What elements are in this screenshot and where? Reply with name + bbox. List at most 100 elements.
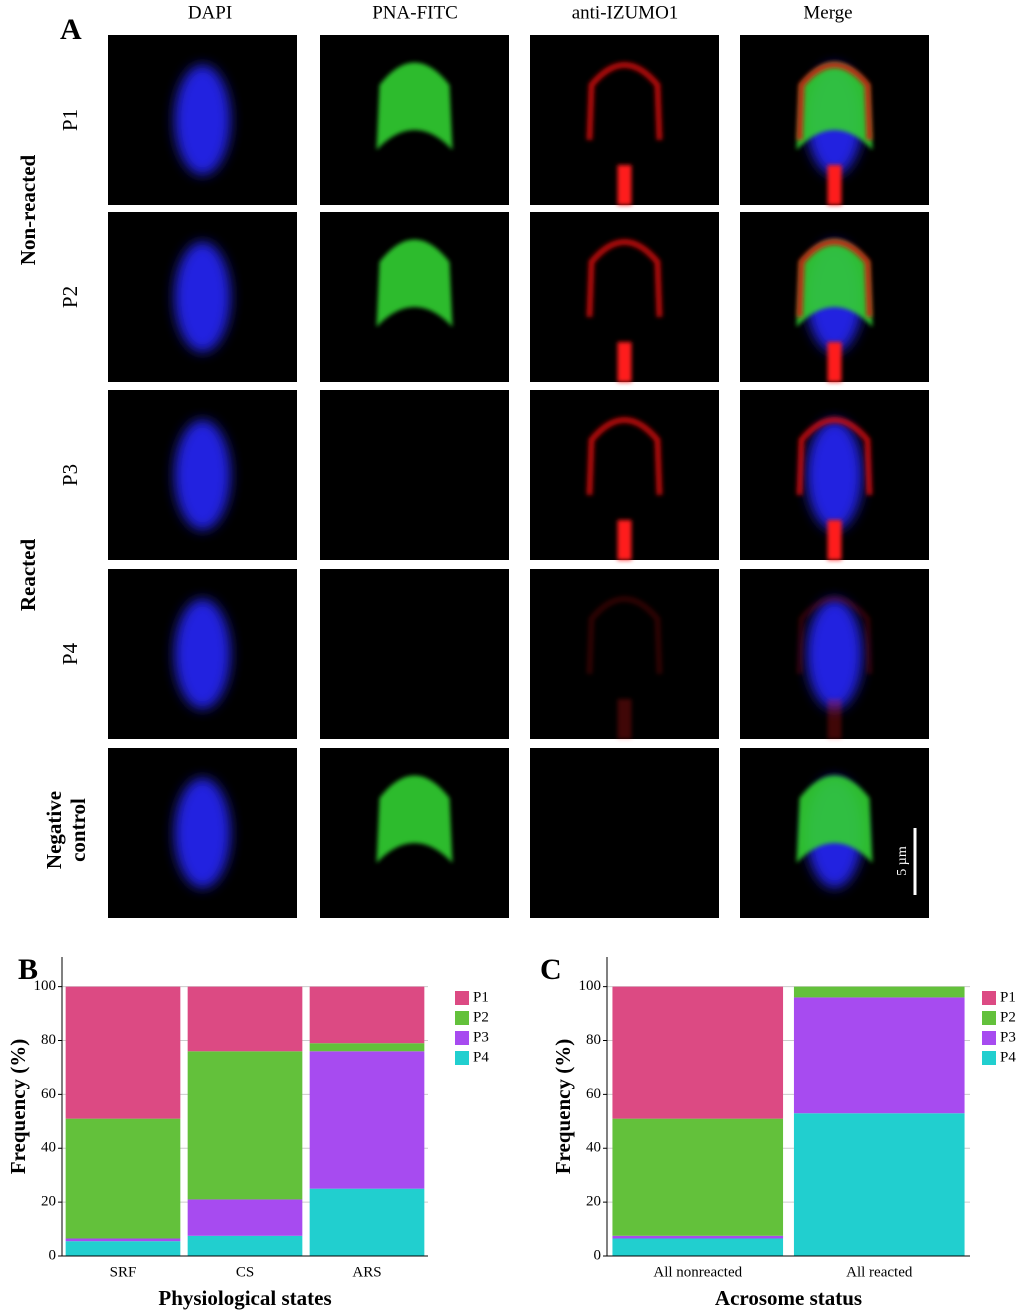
micrograph xyxy=(740,212,929,382)
row-label: P4 xyxy=(58,642,82,665)
y-tick-label: 0 xyxy=(49,1247,57,1263)
micrograph xyxy=(108,212,297,382)
x-tick-label: CS xyxy=(236,1264,254,1280)
panel-label: A xyxy=(60,13,82,46)
micrograph xyxy=(320,748,509,918)
bar-segment xyxy=(187,1051,303,1200)
tail-stain xyxy=(827,699,842,739)
x-tick-label: All reacted xyxy=(846,1264,913,1280)
group-label: Non-reacted xyxy=(16,154,40,265)
legend-label: P4 xyxy=(1000,1049,1016,1065)
izumo-stain xyxy=(796,417,873,496)
column-header: anti-IZUMO1 xyxy=(572,2,679,23)
bar-segment xyxy=(65,1118,181,1239)
izumo-stain xyxy=(796,62,873,141)
legend-label: P4 xyxy=(473,1049,489,1065)
bar-segment xyxy=(612,1238,784,1256)
scale-bar-label: 5 µm xyxy=(895,846,910,876)
legend-label: P3 xyxy=(473,1029,489,1045)
y-tick-label: 60 xyxy=(41,1086,56,1102)
panel-label: C xyxy=(540,953,562,986)
micrograph xyxy=(320,569,509,739)
bar-segment xyxy=(612,986,784,1119)
micrograph xyxy=(530,748,719,918)
micrograph xyxy=(740,35,929,205)
acrosome-stain xyxy=(376,62,453,150)
acrosome-stain xyxy=(796,775,873,863)
legend-label: P1 xyxy=(473,989,489,1005)
image-background xyxy=(320,569,509,739)
micrograph xyxy=(530,569,719,739)
bar-segment xyxy=(309,1051,425,1189)
legend-swatch xyxy=(455,1011,469,1025)
tail-stain xyxy=(827,520,842,560)
micrograph xyxy=(320,390,509,560)
legend-swatch xyxy=(455,1031,469,1045)
y-tick-label: 100 xyxy=(579,978,602,994)
bar-segment xyxy=(612,1118,784,1236)
micrograph xyxy=(740,569,929,739)
bar-segment xyxy=(793,997,965,1114)
nucleus-stain xyxy=(174,420,231,530)
acrosome-stain xyxy=(796,62,873,150)
izumo-stain xyxy=(796,596,873,675)
x-axis-label: Physiological states xyxy=(158,1286,331,1310)
izumo-stain xyxy=(586,596,663,675)
row-label: P3 xyxy=(58,464,82,486)
bar-segment xyxy=(65,1241,181,1256)
acrosome-stain xyxy=(376,239,453,327)
y-tick-label: 80 xyxy=(586,1032,601,1048)
legend-swatch xyxy=(982,991,996,1005)
legend-label: P2 xyxy=(473,1009,489,1025)
izumo-stain xyxy=(586,62,663,141)
bar-segment xyxy=(309,986,425,1044)
column-header: PNA-FITC xyxy=(372,2,458,23)
y-axis-label: Frequency (%) xyxy=(6,1039,30,1175)
acrosome-stain xyxy=(796,239,873,327)
image-background xyxy=(320,390,509,560)
tail-stain xyxy=(617,165,632,205)
column-header: Merge xyxy=(803,2,852,23)
legend-label: P2 xyxy=(1000,1009,1016,1025)
nucleus-stain xyxy=(806,420,863,530)
micrograph xyxy=(108,748,297,918)
tail-stain xyxy=(617,699,632,739)
micrograph xyxy=(108,35,297,205)
y-tick-label: 80 xyxy=(41,1032,56,1048)
nucleus-stain xyxy=(174,778,231,888)
tail-stain xyxy=(617,342,632,382)
column-header: DAPI xyxy=(188,2,232,23)
row-label: P2 xyxy=(58,286,82,308)
nucleus-stain xyxy=(806,599,863,709)
y-tick-label: 0 xyxy=(594,1247,602,1263)
micrograph xyxy=(530,390,719,560)
x-tick-label: SRF xyxy=(110,1264,137,1280)
tail-stain xyxy=(827,165,842,205)
micrograph xyxy=(740,748,929,918)
micrograph xyxy=(320,212,509,382)
y-tick-label: 20 xyxy=(41,1194,56,1210)
micrograph xyxy=(108,390,297,560)
tail-stain xyxy=(827,342,842,382)
micrograph xyxy=(530,35,719,205)
y-tick-label: 60 xyxy=(586,1086,601,1102)
panel-label: B xyxy=(18,953,38,986)
bar-segment xyxy=(65,986,181,1119)
legend-label: P1 xyxy=(1000,989,1016,1005)
legend-label: P3 xyxy=(1000,1029,1016,1045)
y-tick-label: 40 xyxy=(586,1140,601,1156)
micrograph xyxy=(740,390,929,560)
bar-segment xyxy=(65,1238,181,1242)
izumo-stain xyxy=(586,239,663,318)
y-tick-label: 40 xyxy=(41,1140,56,1156)
legend-swatch xyxy=(982,1011,996,1025)
bar-segment xyxy=(612,1235,784,1239)
micrograph xyxy=(108,569,297,739)
group-label: Reacted xyxy=(16,539,40,612)
nucleus-stain xyxy=(174,599,231,709)
legend-swatch xyxy=(455,1051,469,1065)
row-label: P1 xyxy=(58,109,82,131)
izumo-stain xyxy=(796,239,873,318)
